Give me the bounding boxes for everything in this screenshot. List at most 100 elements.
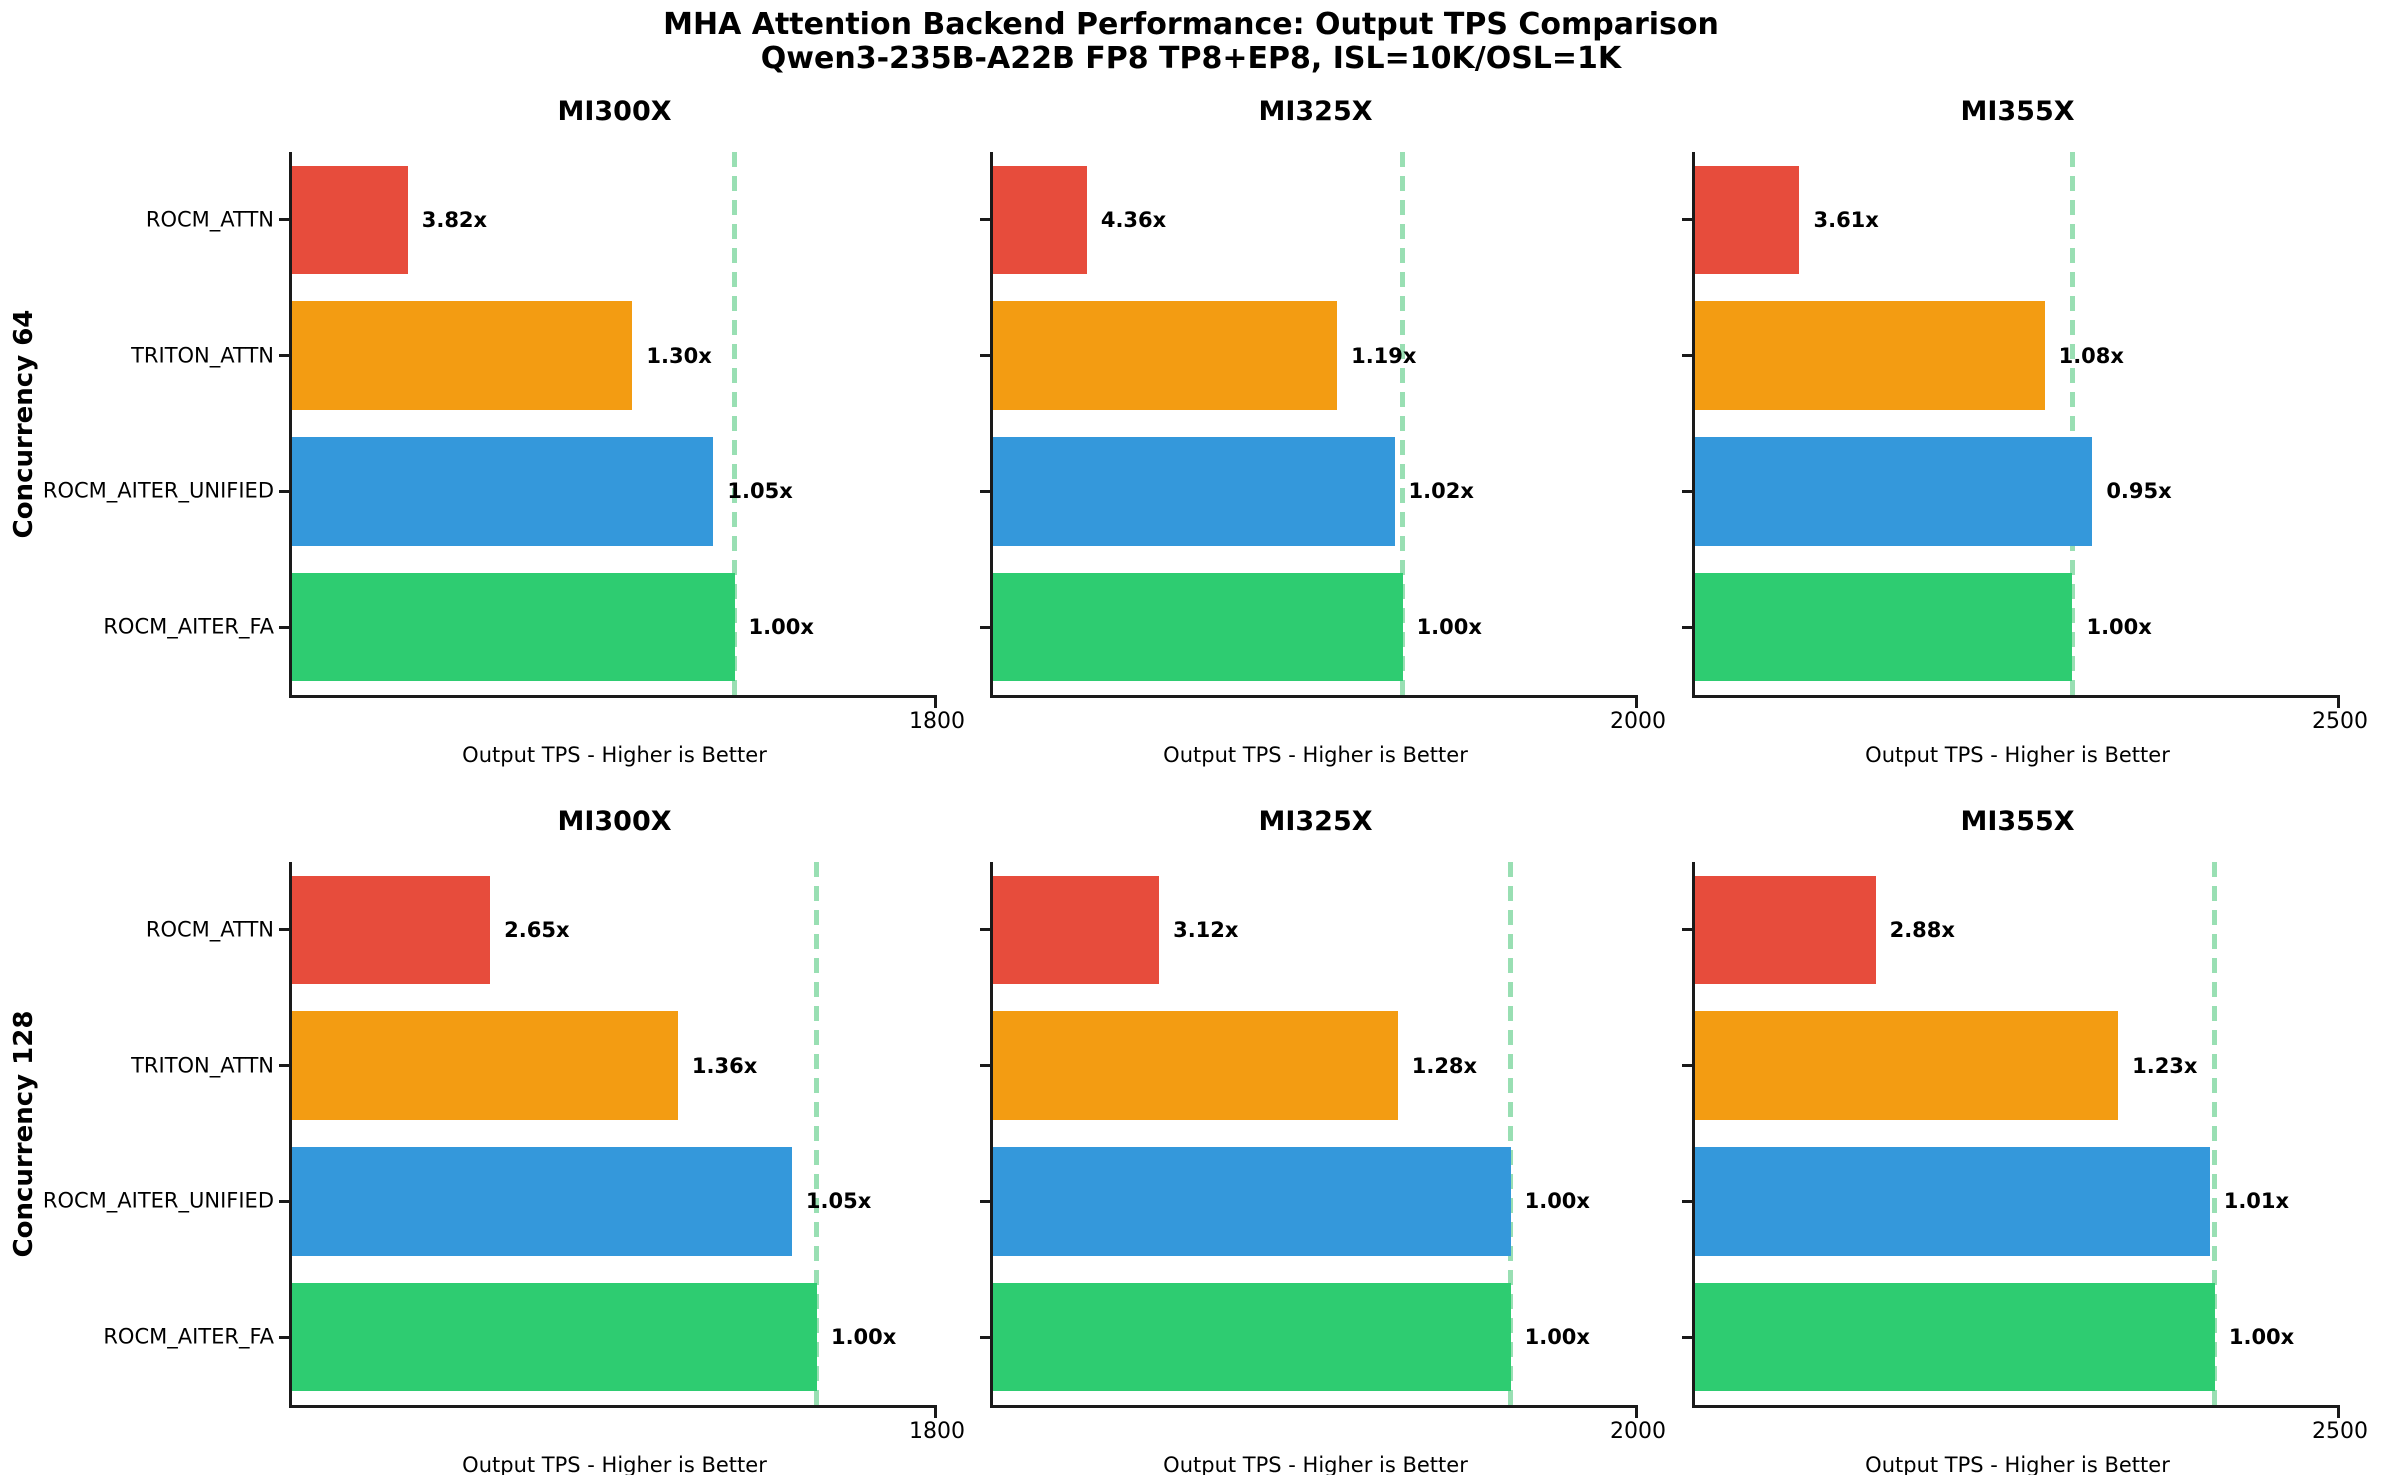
y-tick (279, 354, 289, 358)
row-label: Concurrency 64 (9, 309, 39, 538)
bar-value-label: 1.00x (2086, 615, 2152, 640)
x-axis-label: Output TPS - Higher is Better (462, 743, 767, 767)
plot-area: 3.61x 1.08x 0.95x 1.00x (1682, 152, 2340, 708)
bar-value-label: 1.30x (646, 343, 712, 368)
y-tick (980, 354, 990, 358)
y-tick (1682, 1064, 1692, 1068)
subplot-title: MI355X (1960, 96, 2075, 127)
bar-triton_attn (993, 301, 1338, 410)
bar-rocm_aiter_unified (292, 1147, 792, 1256)
bar-value-label: 4.36x (1100, 207, 1167, 232)
bar-value-label: 1.05x (727, 479, 793, 504)
bar-rocm_aiter_fa (1695, 572, 2073, 682)
bar-value-label: 1.28x (1411, 1053, 1478, 1078)
bar-triton_attn (1695, 301, 2045, 410)
plot-area: 4.36x 1.19x 1.02x 1.00x (980, 152, 1638, 708)
bar-rocm_attn (292, 165, 408, 275)
plot-area: 3.12x 1.28x 1.00x 1.00x (980, 862, 1638, 1418)
y-tick (980, 218, 990, 222)
bar-rocm_aiter_fa (292, 1282, 817, 1392)
y-tick (1682, 218, 1692, 222)
bar-rocm_aiter_fa (993, 1282, 1511, 1392)
bar-value-label: 1.00x (748, 615, 814, 640)
x-tick (1635, 1408, 1638, 1418)
plot-area: 2.88x 1.23x 1.01x 1.00x (1682, 862, 2340, 1418)
baseline-reference-line (2069, 152, 2075, 695)
x-axis-label: Output TPS - Higher is Better (462, 1453, 767, 1475)
y-tick (279, 1064, 289, 1068)
bar-rocm_attn (1695, 875, 1876, 985)
x-tick (2337, 1408, 2340, 1418)
bar-rocm_aiter_unified (292, 437, 714, 546)
x-tick (934, 1408, 937, 1418)
x-tick (934, 698, 937, 708)
bar-value-label: 1.00x (1524, 1325, 1590, 1350)
x-tick-label: 2500 (2312, 709, 2368, 734)
subplot-title: MI300X (557, 96, 672, 127)
bar-value-label: 1.08x (2058, 343, 2124, 368)
x-tick-label: 1800 (909, 1419, 965, 1444)
x-tick-label: 2000 (1610, 1419, 1666, 1444)
y-axis-category-label: ROCM_ATTN (145, 207, 274, 232)
bar-rocm_attn (993, 875, 1160, 985)
y-tick (1682, 354, 1692, 358)
bar-value-label: 1.00x (2228, 1325, 2295, 1350)
y-tick (279, 218, 289, 222)
y-tick (1682, 1199, 1692, 1203)
bar-value-label: 3.12x (1173, 917, 1239, 942)
bar-value-label: 3.82x (421, 207, 488, 232)
bar-value-label: 0.95x (2106, 479, 2172, 504)
y-axis-category-label: ROCM_AITER_FA (103, 1324, 274, 1349)
bar-value-label: 3.61x (1813, 207, 1879, 232)
plot-area: 2.65x 1.36x 1.05x 1.00x (279, 862, 937, 1418)
y-tick (1682, 625, 1692, 629)
y-tick (279, 625, 289, 629)
chart-subtitle: Qwen3-235B-A22B FP8 TP8+EP8, ISL=10K/OSL… (760, 41, 1622, 76)
bar-value-label: 1.01x (2223, 1189, 2290, 1214)
bar-triton_attn (993, 1011, 1398, 1120)
y-tick (279, 1199, 289, 1203)
baseline-reference-line (1400, 152, 1406, 695)
bar-rocm_attn (1695, 165, 1800, 275)
x-tick-label: 2500 (2312, 1419, 2368, 1444)
subplot-title: MI300X (557, 806, 672, 837)
y-axis-category-label: ROCM_ATTN (145, 917, 274, 942)
y-axis-category-label: TRITON_ATTN (131, 1053, 274, 1078)
bar-value-label: 1.19x (1351, 343, 1417, 368)
bar-value-label: 1.00x (1416, 615, 1482, 640)
y-tick (279, 1335, 289, 1339)
y-tick (1682, 1335, 1692, 1339)
y-tick (279, 928, 289, 932)
bar-rocm_aiter_unified (1695, 1147, 2210, 1256)
y-tick (980, 625, 990, 629)
plot-area: 3.82x 1.30x 1.05x 1.00x (279, 152, 937, 708)
baseline-reference-line (814, 862, 820, 1405)
y-tick (1682, 489, 1692, 493)
x-tick (2337, 698, 2340, 708)
bar-value-label: 1.36x (691, 1053, 758, 1078)
bar-triton_attn (1695, 1011, 2119, 1120)
bar-rocm_attn (993, 165, 1087, 275)
chart-title: MHA Attention Backend Performance: Outpu… (663, 7, 1719, 42)
x-tick-label: 2000 (1610, 709, 1666, 734)
x-axis-label: Output TPS - Higher is Better (1163, 743, 1468, 767)
y-tick (980, 928, 990, 932)
x-axis-label: Output TPS - Higher is Better (1163, 1453, 1468, 1475)
baseline-reference-line (1508, 862, 1514, 1405)
y-axis-category-label: TRITON_ATTN (131, 343, 274, 368)
bar-value-label: 2.65x (504, 917, 570, 942)
bar-triton_attn (292, 301, 633, 410)
bar-triton_attn (292, 1011, 678, 1120)
baseline-reference-line (732, 152, 738, 695)
subplot-title: MI325X (1258, 806, 1373, 837)
bar-value-label: 1.00x (830, 1325, 897, 1350)
bar-value-label: 1.23x (2132, 1053, 2198, 1078)
y-axis-category-label: ROCM_AITER_UNIFIED (42, 478, 274, 503)
y-tick (980, 1335, 990, 1339)
x-axis-label: Output TPS - Higher is Better (1865, 1453, 2170, 1475)
x-axis-label: Output TPS - Higher is Better (1865, 743, 2170, 767)
x-tick-label: 1800 (909, 709, 965, 734)
y-tick (980, 1064, 990, 1068)
bar-rocm_aiter_fa (1695, 1282, 2215, 1392)
